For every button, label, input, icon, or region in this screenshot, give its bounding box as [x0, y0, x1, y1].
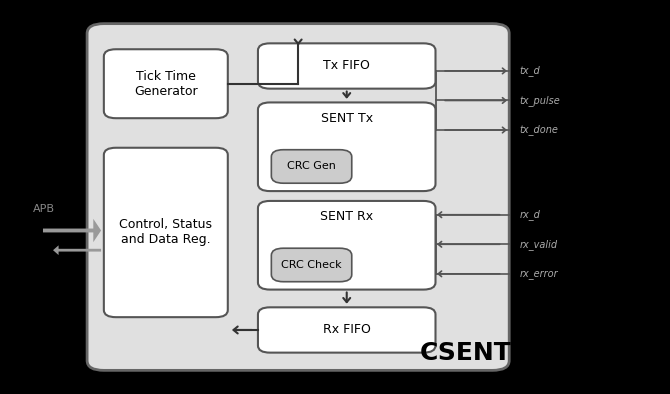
Text: Tick Time
Generator: Tick Time Generator [134, 70, 198, 98]
FancyBboxPatch shape [104, 148, 228, 317]
Text: APB: APB [33, 204, 54, 214]
Text: CSENT: CSENT [420, 341, 511, 364]
Text: rx_valid: rx_valid [519, 239, 557, 250]
Text: CRC Check: CRC Check [281, 260, 342, 270]
Text: rx_error: rx_error [519, 269, 558, 279]
Text: Control, Status
and Data Reg.: Control, Status and Data Reg. [119, 218, 212, 247]
Text: Tx FIFO: Tx FIFO [324, 59, 370, 72]
FancyBboxPatch shape [258, 307, 436, 353]
Text: SENT Rx: SENT Rx [320, 210, 373, 223]
FancyBboxPatch shape [258, 201, 436, 290]
FancyBboxPatch shape [271, 248, 352, 282]
FancyBboxPatch shape [258, 43, 436, 89]
FancyBboxPatch shape [271, 150, 352, 183]
Text: CRC Gen: CRC Gen [287, 162, 336, 171]
Text: Rx FIFO: Rx FIFO [323, 323, 371, 336]
Text: tx_done: tx_done [519, 125, 558, 136]
Text: tx_d: tx_d [519, 65, 540, 76]
FancyBboxPatch shape [258, 102, 436, 191]
Text: tx_pulse: tx_pulse [519, 95, 560, 106]
Text: rx_d: rx_d [519, 209, 540, 220]
FancyBboxPatch shape [87, 24, 509, 370]
Text: SENT Tx: SENT Tx [321, 112, 373, 125]
FancyBboxPatch shape [104, 49, 228, 118]
